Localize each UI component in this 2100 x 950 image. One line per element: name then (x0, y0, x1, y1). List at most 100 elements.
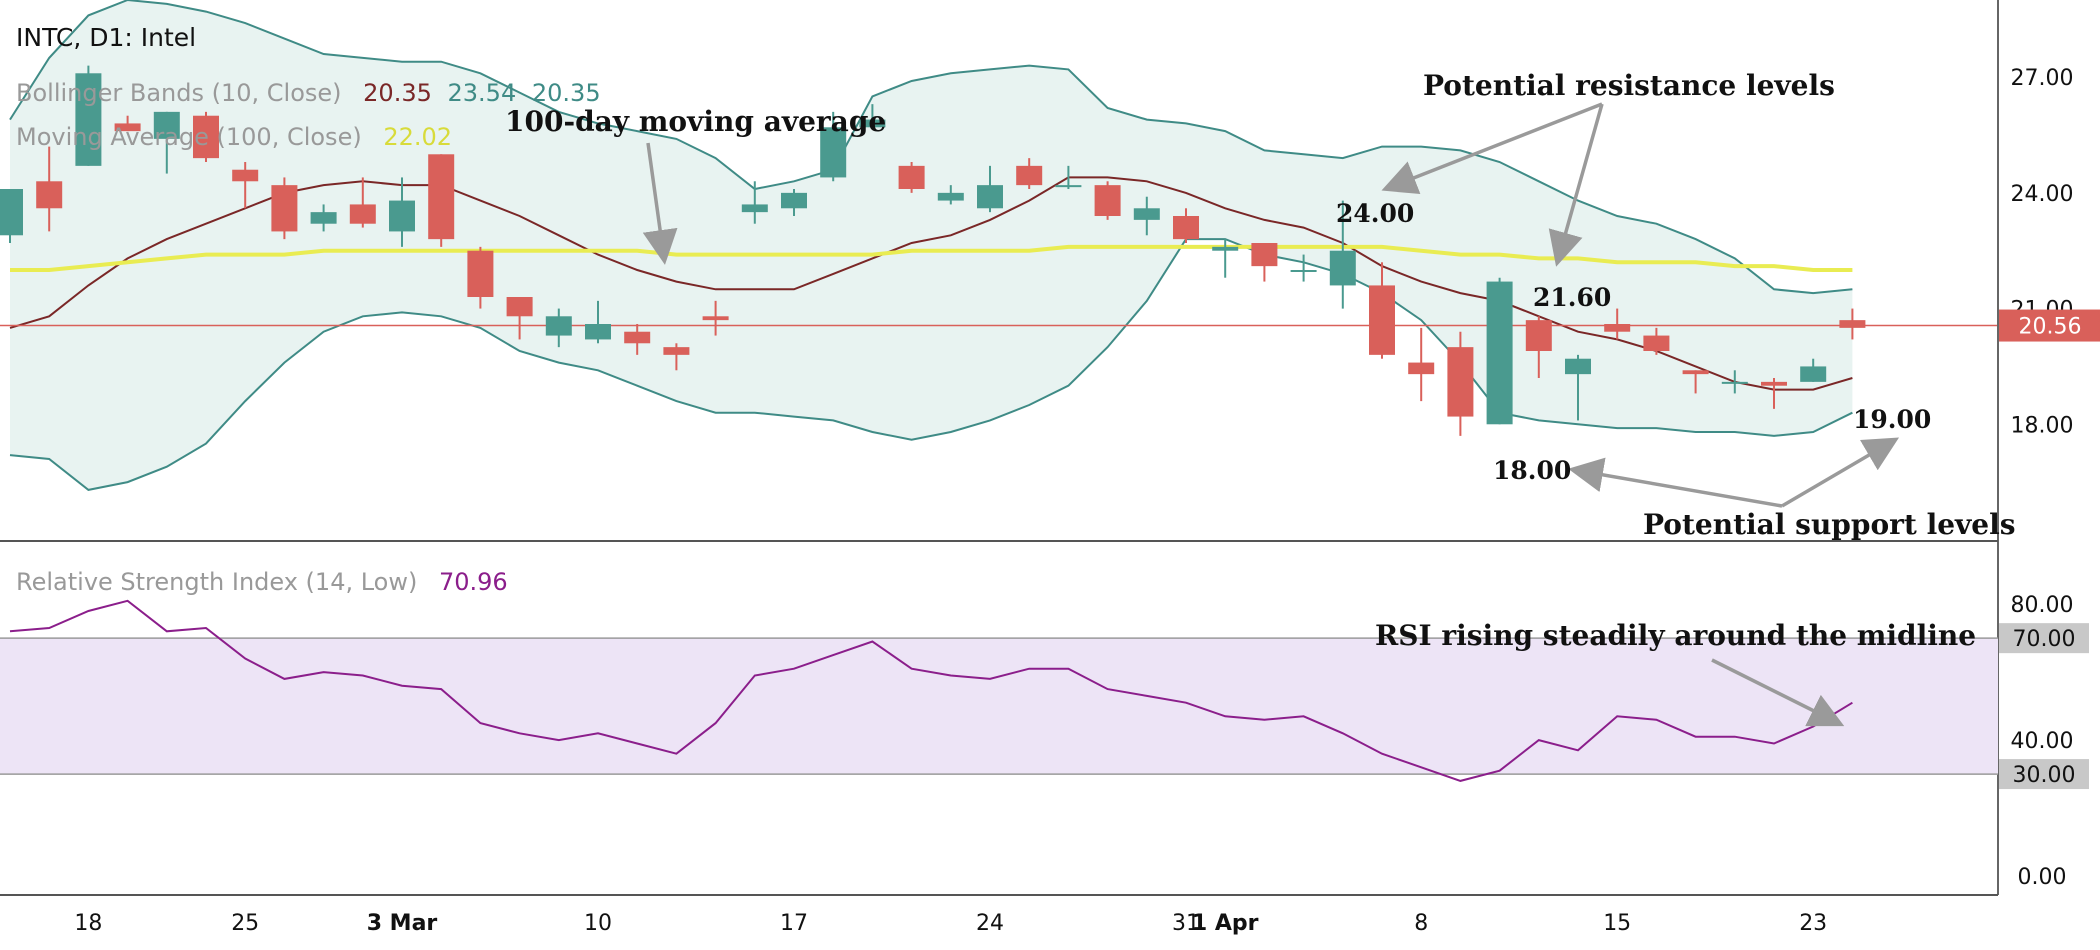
candle (36, 146, 63, 232)
candle-body (232, 169, 259, 182)
bollinger-value-upper: 20.35 (363, 79, 432, 107)
candle-body (702, 316, 729, 321)
candle (1604, 308, 1631, 340)
candle-body (1016, 165, 1043, 186)
candle (1290, 254, 1317, 282)
candle (349, 177, 376, 228)
price-tick-label: 18.00 (2011, 413, 2074, 438)
rsi-tick-label: 80.00 (2011, 593, 2074, 618)
bollinger-lower-line (9, 238, 1853, 491)
bollinger-basis-line (9, 176, 1853, 391)
candle (545, 308, 572, 348)
time-tick-label: 10 (584, 911, 612, 936)
moving-average-legend-label: Moving Average (100, Close) (16, 123, 362, 151)
candle (506, 297, 533, 340)
moving-average-100-line (10, 244, 1853, 272)
moving-average-legend: Moving Average (100, Close) 22.02 (16, 123, 452, 151)
candles-group (0, 65, 1866, 436)
candle (1682, 370, 1709, 394)
rsi-70-tag-text: 70.00 (2013, 627, 2076, 652)
rsi-30-tag-text: 30.00 (2013, 763, 2076, 788)
candle (1133, 196, 1160, 236)
candle-body (1369, 285, 1395, 355)
candle-body (271, 185, 298, 232)
candle (781, 189, 807, 216)
candle-body (1604, 324, 1631, 332)
candle-body (663, 347, 690, 355)
time-tick-label: 3 Mar (367, 911, 438, 936)
level-19-label: 19.00 (1853, 405, 1931, 434)
resistance-arrow-upper (1381, 102, 1603, 195)
candle (1447, 331, 1474, 436)
rsi-value: 70.96 (439, 568, 508, 596)
price-tick-label: 27.00 (2011, 66, 2074, 91)
candle-body (741, 204, 768, 213)
candle (1800, 358, 1827, 382)
candle (1721, 370, 1748, 394)
candle-body (153, 111, 180, 139)
candle-body (1761, 381, 1787, 386)
price-pane (0, 0, 1998, 491)
candle-body (389, 200, 415, 232)
candle-body (1055, 185, 1082, 188)
candle-body (114, 123, 141, 132)
candle-body (898, 165, 925, 189)
candle (1643, 327, 1670, 355)
candle-body (820, 127, 847, 178)
last-price-tag (1999, 309, 2100, 342)
rsi-legend-label: Relative Strength Index (14, Low) (16, 568, 417, 596)
candle (193, 111, 219, 162)
candle (1525, 316, 1552, 378)
time-tick-label: 25 (231, 911, 259, 936)
candle-body (1173, 216, 1199, 240)
support-arrow-left (1568, 457, 1783, 508)
candle (663, 343, 690, 371)
candle-body (1408, 362, 1435, 375)
candle (1761, 378, 1787, 409)
rsi-band-fill (0, 638, 1998, 775)
candle-body (781, 192, 807, 209)
support-annotation: Potential support levels (1643, 508, 2016, 541)
candle-body (1251, 243, 1278, 267)
candle (310, 204, 337, 232)
time-tick-label: 8 (1414, 911, 1428, 936)
candle (0, 189, 23, 243)
bollinger-value-lower: 20.35 (532, 79, 601, 107)
candle (937, 185, 964, 205)
candle-body (1643, 335, 1670, 351)
level-24-label: 24.00 (1336, 199, 1414, 228)
candle-body (310, 212, 337, 224)
candle-body (0, 189, 23, 236)
bollinger-value-basis: 23.54 (448, 79, 517, 107)
resistance-arrow-lower (1548, 103, 1604, 267)
candle (1094, 181, 1121, 220)
ma-annotation: 100-day moving average (505, 105, 886, 138)
candle-body (75, 73, 102, 166)
candle (75, 65, 102, 166)
candle (1839, 308, 1866, 340)
candle (1251, 243, 1278, 282)
candle-body (1565, 358, 1591, 375)
time-tick-label: 18 (74, 911, 102, 936)
candle-body (859, 119, 886, 128)
candle-body (1525, 320, 1552, 351)
candle (1486, 277, 1513, 425)
candle (1212, 239, 1239, 278)
support-arrow-right (1781, 437, 1900, 508)
candle-body (1800, 366, 1827, 382)
candle-body (1682, 370, 1709, 375)
time-tick-label: 1 Apr (1192, 911, 1259, 936)
rsi-pane (0, 599, 1998, 782)
candle-body (977, 185, 1003, 209)
ma-arrow (642, 142, 678, 265)
rsi-line (9, 599, 1853, 782)
candle-body (36, 181, 63, 209)
resistance-annotation: Potential resistance levels (1423, 69, 1835, 102)
rsi-axis-ticks: 0.00 40.00 80.00 (2011, 593, 2074, 890)
candle-body (1290, 270, 1317, 272)
candle (1173, 208, 1199, 243)
rsi-70-tag (1999, 623, 2089, 654)
rsi-legend: Relative Strength Index (14, Low) 70.96 (16, 568, 508, 596)
